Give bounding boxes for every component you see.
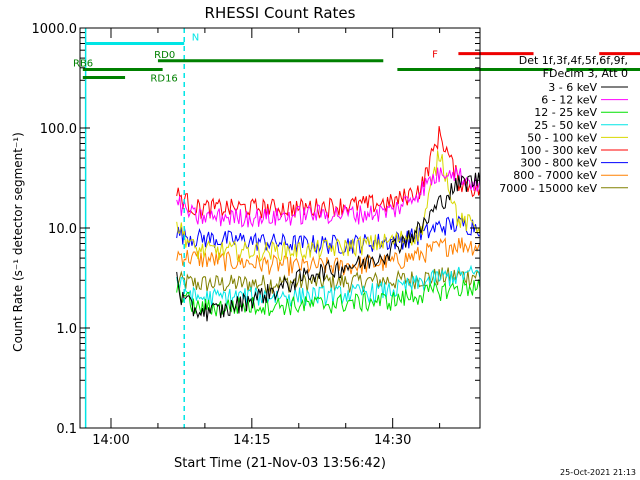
- flag-label: F: [432, 50, 438, 61]
- legend: Det 1f,3f,4f,5f,6f,9f,FDecim 3, Att 03 -…: [499, 54, 628, 195]
- legend-entry-label: 50 - 100 keV: [527, 131, 597, 144]
- legend-entry-label: 100 - 300 keV: [520, 144, 597, 157]
- timestamp: 25-Oct-2021 21:13: [560, 468, 636, 477]
- series-group: [176, 126, 480, 322]
- plot-area: N F RD0 RB6 RD16: [73, 28, 640, 428]
- legend-entry-label: 7000 - 15000 keV: [499, 182, 597, 195]
- flag-label: RD0: [154, 50, 175, 61]
- y-tick-label: 10.0: [48, 222, 77, 237]
- flag-label: RD16: [150, 73, 177, 84]
- x-tick-label: 14:00: [92, 433, 129, 448]
- legend-entry-label: 3 - 6 keV: [548, 81, 597, 94]
- series-line-7: [176, 237, 480, 276]
- legend-header: Det 1f,3f,4f,5f,6f,9f,: [519, 54, 628, 67]
- x-axis-label: Start Time (21-Nov-03 13:56:42): [174, 456, 386, 471]
- series-line-0: [176, 172, 480, 322]
- chart-title: RHESSI Count Rates: [205, 4, 356, 22]
- y-tick-label: 1000.0: [32, 22, 78, 37]
- legend-entry-label: 300 - 800 keV: [520, 157, 597, 170]
- y-axis-label: Count Rate (s⁻¹ detector segment⁻¹): [11, 132, 25, 352]
- flag-label: N: [192, 32, 199, 43]
- flag-label: RB6: [73, 58, 93, 69]
- legend-header: FDecim 3, Att 0: [543, 67, 628, 80]
- series-line-2: [176, 279, 480, 317]
- legend-entry-label: 25 - 50 keV: [534, 119, 597, 132]
- series-line-4: [176, 150, 480, 263]
- legend-entry-label: 12 - 25 keV: [534, 106, 597, 119]
- legend-entry-label: 800 - 7000 keV: [513, 169, 597, 182]
- series-line-1: [176, 167, 480, 228]
- series-line-8: [176, 267, 480, 294]
- x-tick-label: 14:15: [233, 433, 270, 448]
- series-line-3: [176, 264, 480, 308]
- y-tick-label: 1.0: [56, 322, 77, 337]
- axes: 0.1 1.0 10.0 100.0 1000.0 14:00 14:15 14:30: [32, 22, 481, 448]
- x-tick-label: 14:30: [374, 433, 411, 448]
- legend-entry-label: 6 - 12 keV: [541, 94, 597, 107]
- y-tick-label: 0.1: [56, 422, 77, 437]
- y-tick-label: 100.0: [40, 122, 77, 137]
